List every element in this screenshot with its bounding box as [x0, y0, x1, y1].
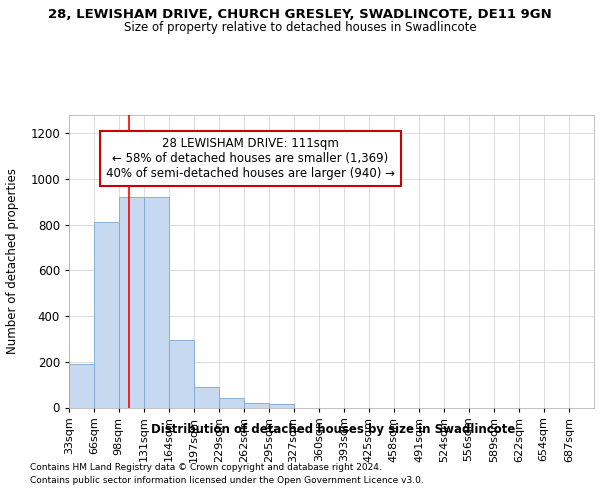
Bar [94, 222, 119, 408]
Bar [144, 198, 169, 408]
Text: 28, LEWISHAM DRIVE, CHURCH GRESLEY, SWADLINCOTE, DE11 9GN: 28, LEWISHAM DRIVE, CHURCH GRESLEY, SWAD… [48, 8, 552, 20]
Bar [169, 340, 194, 407]
Text: Contains HM Land Registry data © Crown copyright and database right 2024.: Contains HM Land Registry data © Crown c… [30, 462, 382, 471]
Bar [219, 398, 244, 407]
Bar [269, 404, 293, 407]
Bar [69, 364, 94, 408]
Bar [244, 403, 269, 407]
Text: Contains public sector information licensed under the Open Government Licence v3: Contains public sector information licen… [30, 476, 424, 485]
Bar [194, 387, 219, 407]
Bar [119, 198, 144, 408]
Text: 28 LEWISHAM DRIVE: 111sqm
← 58% of detached houses are smaller (1,369)
40% of se: 28 LEWISHAM DRIVE: 111sqm ← 58% of detac… [106, 136, 395, 180]
Text: Size of property relative to detached houses in Swadlincote: Size of property relative to detached ho… [124, 21, 476, 34]
Y-axis label: Number of detached properties: Number of detached properties [6, 168, 19, 354]
Text: Distribution of detached houses by size in Swadlincote: Distribution of detached houses by size … [151, 422, 515, 436]
